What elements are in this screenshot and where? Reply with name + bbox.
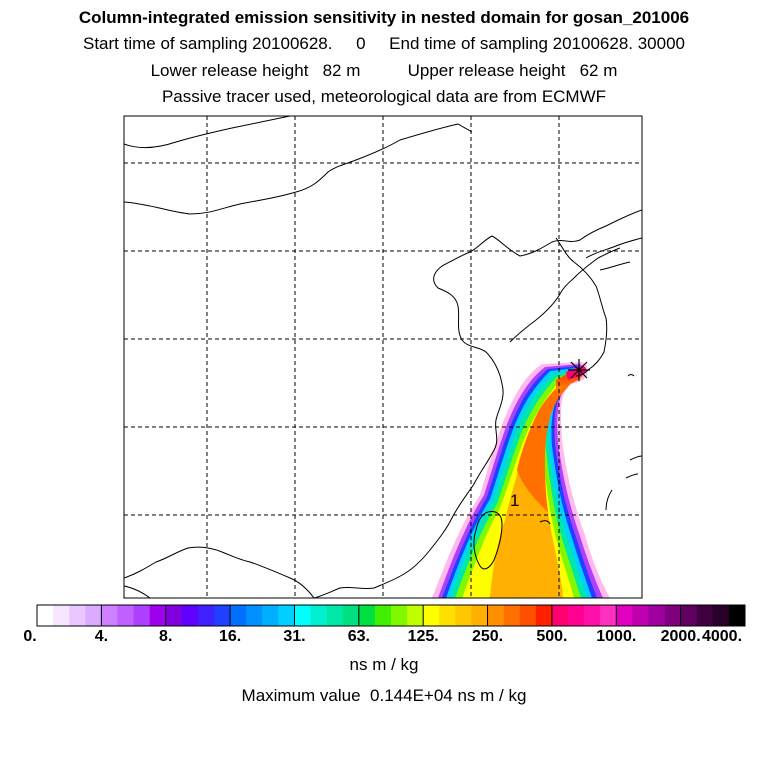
colorbar-tick-label: 4000. [701, 628, 743, 645]
colorbar-tick-label: 63. [347, 628, 370, 645]
colorbar-swatch [37, 605, 54, 626]
colorbar-swatch [326, 605, 344, 626]
colorbar-tick-label: 500. [536, 628, 568, 645]
colorbar-swatch [85, 605, 102, 626]
colorbar-swatch [696, 605, 714, 626]
colorbar-swatch [632, 605, 649, 626]
colorbar-swatch [648, 605, 665, 626]
coastlines [124, 116, 642, 598]
max-value-units: ns m / kg [457, 686, 527, 705]
release-height-line: Lower release height 82 m Upper release … [150, 61, 618, 80]
max-value-label: Maximum value [241, 686, 361, 705]
tracer-info-line: Passive tracer used, meteorological data… [161, 87, 607, 106]
colorbar-swatch [455, 605, 472, 626]
colorbar-swatch [535, 605, 553, 626]
colorbar-swatch [214, 605, 231, 626]
taiwan-outline [473, 511, 503, 570]
colorbar-tick-label: 125. [407, 628, 439, 645]
colorbar-swatch [53, 605, 70, 626]
colorbar-swatch [391, 605, 408, 626]
colorbar-swatch [101, 605, 118, 626]
colorbar-swatch [568, 605, 585, 626]
colorbar-swatch [310, 605, 327, 626]
colorbar-tick-label: 0. [23, 628, 37, 645]
colorbar-tick-label: 2000. [660, 628, 701, 645]
colorbar-swatch [728, 605, 746, 626]
colorbar [36, 604, 746, 627]
colorbar-swatch [600, 605, 617, 626]
colorbar-swatch [503, 605, 521, 626]
colorbar-swatch [117, 605, 134, 626]
colorbar-swatch [262, 605, 279, 626]
colorbar-swatch [149, 605, 167, 626]
map-frame [123, 115, 643, 599]
colorbar-swatch [197, 605, 215, 626]
colorbar-swatch [712, 605, 730, 626]
colorbar-tick-label: 31. [283, 628, 306, 645]
colorbar-swatch [133, 605, 150, 626]
colorbar-swatch [342, 605, 360, 626]
colorbar-swatch [664, 605, 681, 626]
colorbar-swatch [69, 605, 86, 626]
max-value-number: 0.144E+04 [370, 686, 453, 705]
colorbar-swatch [584, 605, 601, 626]
colorbar-swatch [407, 605, 424, 626]
colorbar-tick-label: 16. [218, 628, 242, 645]
colorbar-swatch [680, 605, 698, 626]
colorbar-swatch [616, 605, 633, 626]
colorbar-units: ns m / kg [349, 655, 419, 674]
colorbar-tick-label: 250. [471, 628, 504, 645]
colorbar-tick-label: 4. [94, 628, 109, 645]
colorbar-swatch [519, 605, 537, 626]
colorbar-swatch [278, 605, 295, 626]
colorbar-swatch [471, 605, 488, 626]
colorbar-tick-label: 1000. [596, 628, 637, 645]
colorbar-swatch [374, 605, 392, 626]
sampling-time-line: Start time of sampling 20100628. 0 End t… [83, 34, 685, 53]
release-site-marker [568, 359, 590, 381]
colorbar-tick-label: 8. [159, 628, 173, 645]
colorbar-swatch [358, 605, 376, 626]
colorbar-swatch [439, 605, 456, 626]
colorbar-swatch [487, 605, 504, 626]
plume-annotation-1: 1 [510, 491, 519, 510]
colorbar-frame [36, 604, 746, 627]
colorbar-swatch [246, 605, 263, 626]
colorbar-swatch [294, 605, 311, 626]
map-panel: 1 [124, 116, 642, 598]
colorbar-swatch [423, 605, 440, 626]
maximum-value-line: Maximum value 0.144E+04 ns m / kg [0, 686, 768, 706]
map-title: Column-integrated emission sensitivity i… [78, 8, 690, 27]
sensitivity-plume [432, 362, 610, 598]
colorbar-swatch [230, 605, 247, 626]
colorbar-swatch [181, 605, 199, 626]
colorbar-swatch [165, 605, 183, 626]
colorbar-swatch [551, 605, 569, 626]
graticule [124, 116, 642, 598]
